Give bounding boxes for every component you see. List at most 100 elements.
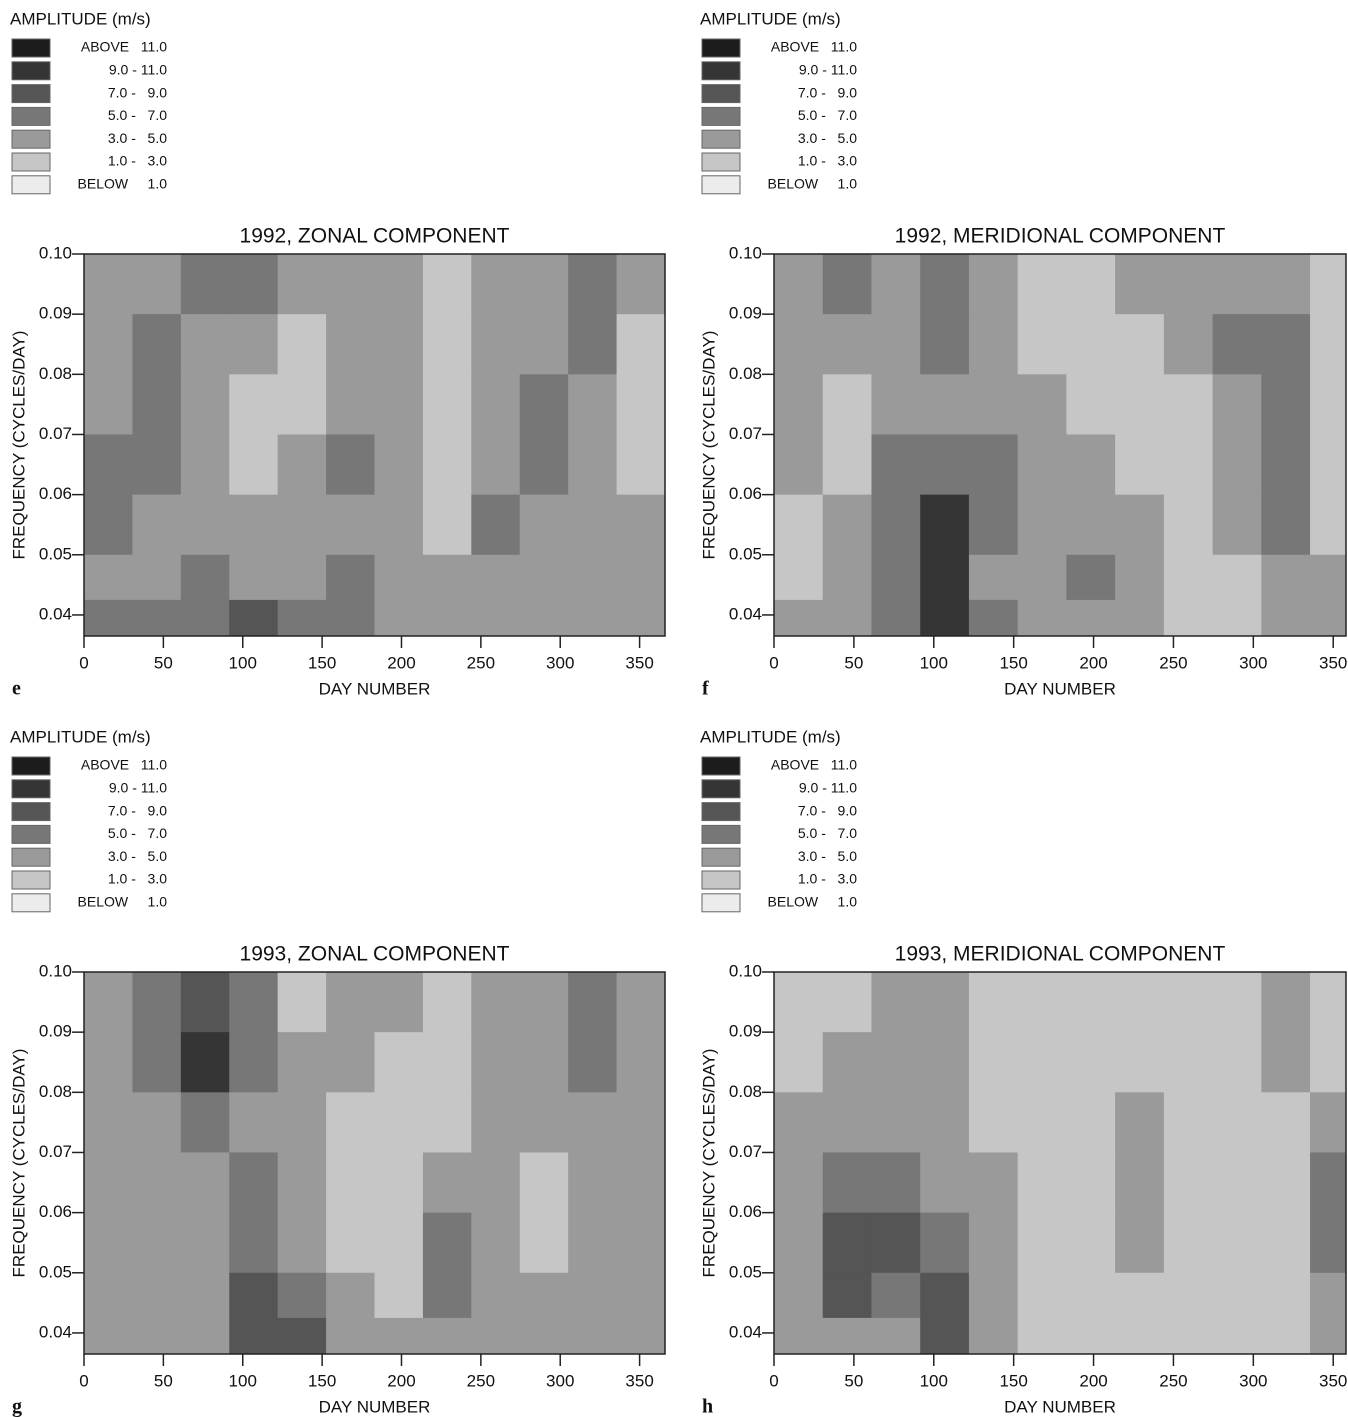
amplitude-cell <box>871 434 921 496</box>
amplitude-cell <box>568 254 618 315</box>
legend-title: AMPLITUDE (m/s) <box>10 9 151 28</box>
amplitude-cell <box>277 1272 327 1319</box>
legend-label: ABOVE 11.0 <box>81 39 167 55</box>
amplitude-cell <box>968 374 1019 435</box>
amplitude-cell <box>84 434 133 496</box>
amplitude-cell <box>471 554 521 601</box>
amplitude-cell <box>1261 1317 1311 1355</box>
amplitude-cell <box>422 314 472 375</box>
legend-label: 7.0 - 9.0 <box>798 802 857 818</box>
amplitude-cell <box>471 972 521 1033</box>
contour-field <box>84 972 666 1355</box>
amplitude-cell <box>471 314 521 375</box>
legend-swatch <box>701 175 741 195</box>
amplitude-cell <box>229 599 279 637</box>
legend-swatch <box>11 824 51 844</box>
amplitude-cell <box>1163 1032 1214 1093</box>
amplitude-cell <box>229 494 279 556</box>
legend-label: 1.0 - 3.0 <box>108 153 167 169</box>
amplitude-cell <box>1310 1152 1347 1214</box>
legend-label: BELOW 1.0 <box>768 176 858 192</box>
amplitude-cell <box>1066 1032 1116 1093</box>
amplitude-cell <box>1212 314 1262 375</box>
amplitude-cell <box>822 972 872 1033</box>
amplitude-cell <box>422 1032 472 1093</box>
amplitude-cell <box>920 554 970 601</box>
amplitude-cell <box>1212 1212 1262 1274</box>
y-tick-label: 0.08 <box>729 1082 762 1101</box>
amplitude-cell <box>326 972 375 1033</box>
amplitude-cell <box>132 434 182 496</box>
amplitude-cell <box>871 1317 921 1355</box>
amplitude-cell <box>471 1032 521 1093</box>
amplitude-cell <box>519 972 569 1033</box>
legend-label: 1.0 - 3.0 <box>798 871 857 887</box>
x-tick-label: 200 <box>387 1371 415 1390</box>
amplitude-cell <box>1163 434 1214 496</box>
amplitude-cell <box>1212 1272 1262 1319</box>
amplitude-cell <box>1212 494 1262 556</box>
amplitude-cell <box>1261 1092 1311 1153</box>
amplitude-cell <box>1212 972 1262 1033</box>
amplitude-cell <box>326 494 375 556</box>
amplitude-cell <box>871 254 921 315</box>
amplitude-cell <box>1163 599 1214 637</box>
amplitude-cell <box>326 1212 375 1274</box>
y-tick-label: 0.06 <box>39 484 72 503</box>
x-tick-label: 0 <box>79 653 88 672</box>
amplitude-cell <box>1310 1032 1347 1093</box>
legend-swatch <box>701 779 741 799</box>
amplitude-cell <box>774 554 824 601</box>
x-tick-label: 0 <box>769 653 778 672</box>
amplitude-cell <box>1261 1212 1311 1274</box>
amplitude-cell <box>180 1272 230 1319</box>
contour-field <box>84 254 666 637</box>
amplitude-cell <box>1310 1317 1347 1355</box>
amplitude-cell <box>1066 554 1116 601</box>
amplitude-cell <box>422 434 472 496</box>
amplitude-cell <box>616 314 666 375</box>
amplitude-cell <box>132 494 182 556</box>
x-tick-label: 350 <box>625 1371 653 1390</box>
legend-swatch <box>11 802 51 822</box>
y-tick-label: 0.07 <box>39 1142 72 1161</box>
amplitude-cell <box>471 494 521 556</box>
amplitude-cell <box>1115 1152 1165 1214</box>
amplitude-cell <box>1066 1092 1116 1153</box>
amplitude-cell <box>1115 1272 1165 1319</box>
amplitude-cell <box>326 599 375 637</box>
amplitude-cell <box>422 494 472 556</box>
amplitude-cell <box>774 1317 824 1355</box>
panel-label: f <box>702 678 709 700</box>
amplitude-cell <box>277 1317 327 1355</box>
amplitude-cell <box>374 1092 424 1153</box>
amplitude-cell <box>1066 254 1116 315</box>
y-tick-label: 0.10 <box>729 243 762 262</box>
amplitude-cell <box>84 1317 133 1355</box>
amplitude-cell <box>519 599 569 637</box>
amplitude-cell <box>1017 1317 1067 1355</box>
amplitude-cell <box>1115 1212 1165 1274</box>
amplitude-cell <box>1115 374 1165 435</box>
amplitude-cell <box>1115 314 1165 375</box>
x-tick-label: 300 <box>546 1371 574 1390</box>
amplitude-cell <box>1310 314 1347 375</box>
legend-swatch <box>11 893 51 913</box>
x-tick-label: 150 <box>308 653 336 672</box>
amplitude-cell <box>774 314 824 375</box>
amplitude-cell <box>471 254 521 315</box>
x-axis-label: DAY NUMBER <box>319 679 431 698</box>
legend-swatch <box>701 893 741 913</box>
legend-swatch <box>701 152 741 172</box>
legend-swatch <box>11 847 51 867</box>
amplitude-cell <box>920 314 970 375</box>
x-tick-label: 50 <box>844 653 863 672</box>
amplitude-cell <box>920 599 970 637</box>
amplitude-cell <box>229 1152 279 1214</box>
x-tick-label: 250 <box>1159 1371 1187 1390</box>
amplitude-cell <box>616 1212 666 1274</box>
x-tick-label: 250 <box>467 1371 495 1390</box>
amplitude-cell <box>132 1032 182 1093</box>
x-tick-label: 300 <box>1239 1371 1267 1390</box>
amplitude-cell <box>326 554 375 601</box>
